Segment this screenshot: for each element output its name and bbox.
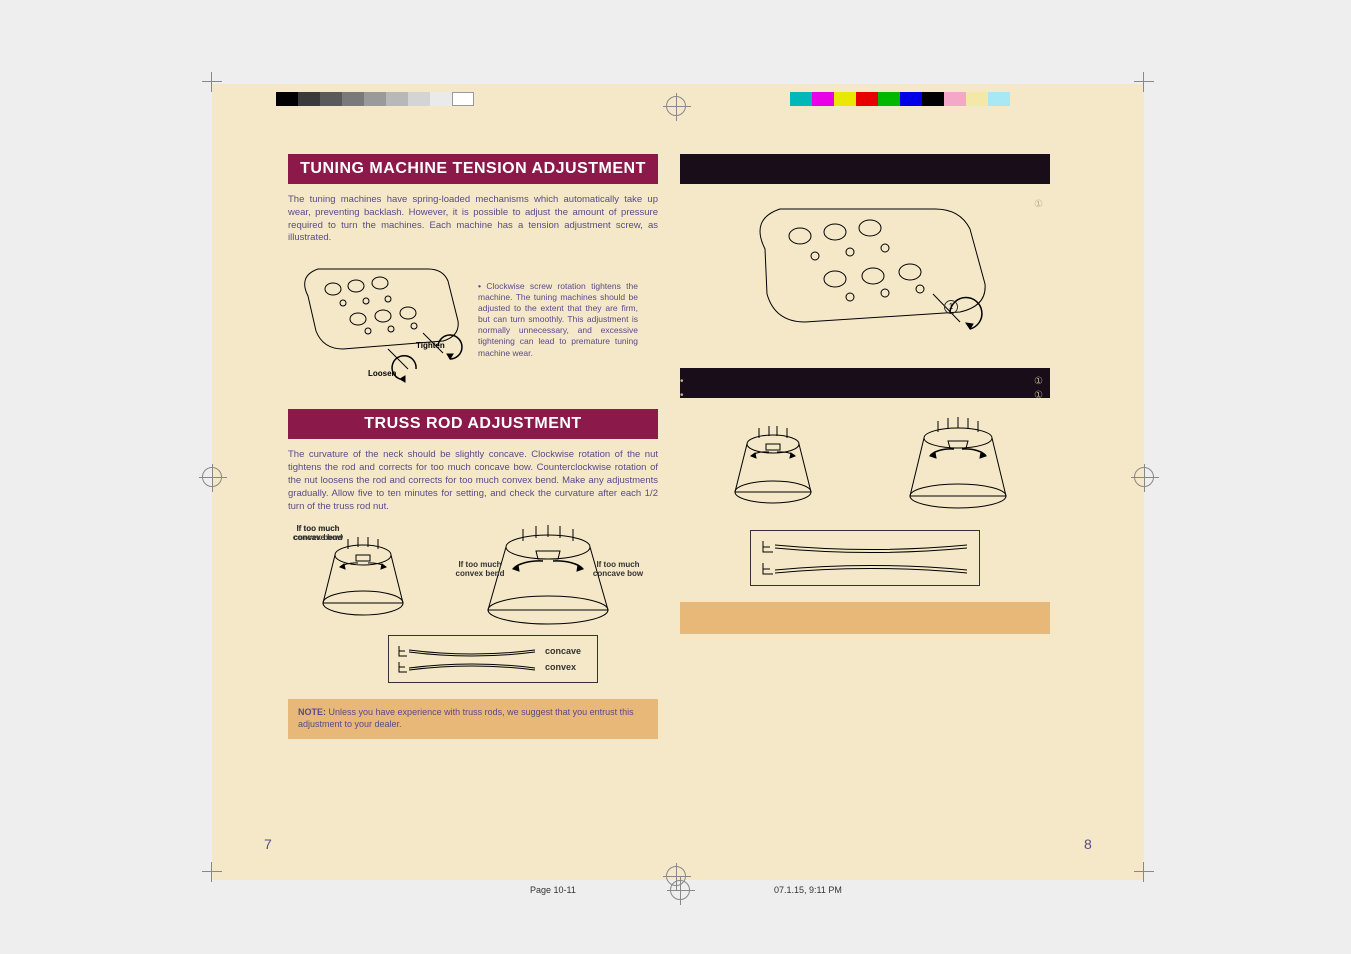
tighten-label: Tighten <box>416 341 445 350</box>
truss-nut-large: If too muchconvex bend If too muchconcav… <box>458 525 638 625</box>
convex-label-2: If too muchconvex bend <box>450 561 510 579</box>
ghost-bullet-2: • <box>680 390 684 401</box>
crop-mark <box>202 862 222 882</box>
concave-label-2: If too muchconcave bow <box>588 561 648 579</box>
tuning-illustration-row: Tighten Loosen • Clockwise screw rotatio… <box>288 261 658 391</box>
reg-left <box>206 0 218 954</box>
footer-date: 07.1.15, 9:11 PM <box>774 885 842 895</box>
truss-illustration-row: If too muchconvex bend If too muchconcav… <box>288 525 658 625</box>
crop-mark <box>1134 72 1154 92</box>
tuning-machine-illustration: Tighten Loosen <box>288 261 468 391</box>
ghost-circled-1: ① <box>1034 199 1043 210</box>
note-box: NOTE: Unless you have experience with tr… <box>288 699 658 738</box>
right-note-box <box>680 602 1050 634</box>
ghost-circled-2: ① <box>1034 376 1043 387</box>
colorbar-gray <box>276 92 474 106</box>
convex-curve-icon <box>397 660 537 674</box>
right-convex-icon <box>761 561 971 577</box>
right-page <box>680 154 1050 634</box>
reg-right <box>1138 0 1150 954</box>
crop-mark <box>202 72 222 92</box>
note-text: Unless you have experience with truss ro… <box>298 707 634 729</box>
reg-cross-top <box>666 96 686 116</box>
neck-curve-box: concave convex <box>388 635 598 683</box>
footer-cross <box>670 880 690 900</box>
tuning-bullet-text: • Clockwise screw rotation tightens the … <box>478 281 638 358</box>
ghost-bullet-1: • <box>680 376 684 387</box>
reg-cross-left <box>202 467 222 487</box>
colorbar-color <box>790 92 1010 106</box>
tuning-bullet-content: Clockwise screw rotation tightens the ma… <box>478 281 638 357</box>
ghost-circled-3: ① <box>1034 390 1043 401</box>
right-truss-illustrations <box>680 416 1050 516</box>
right-truss-small <box>703 416 843 516</box>
right-tuning-illustration <box>725 194 1005 344</box>
right-section-2 <box>680 368 1050 398</box>
right-curve-box <box>750 530 980 586</box>
convex-curve-label: convex <box>545 662 576 672</box>
section-title-tuning: TUNING MACHINE TENSION ADJUSTMENT <box>288 154 658 184</box>
reg-cross-right <box>1134 467 1154 487</box>
footer-pages: Page 10-11 <box>530 885 576 895</box>
concave-curve-label: concave <box>545 646 581 656</box>
loosen-label: Loosen <box>368 369 396 378</box>
crop-mark <box>1134 862 1154 882</box>
truss-body-text: The curvature of the neck should be slig… <box>288 449 658 513</box>
right-section-1 <box>680 154 1050 184</box>
tuning-body-text: The tuning machines have spring-loaded m… <box>288 194 658 245</box>
section-title-truss: TRUSS ROD ADJUSTMENT <box>288 409 658 439</box>
right-concave-icon <box>761 539 971 555</box>
concave-curve-icon <box>397 644 537 658</box>
callout-circle-1: 1 <box>944 300 958 314</box>
right-truss-large <box>888 416 1028 516</box>
page-number-right: 8 <box>1084 836 1092 852</box>
concave-label-1: If too muchconcave bow <box>288 525 348 543</box>
truss-nut-small: If too muchconvex bend If too muchconcav… <box>288 525 438 625</box>
left-page: TUNING MACHINE TENSION ADJUSTMENT The tu… <box>288 154 658 739</box>
page-number-left: 7 <box>264 836 272 852</box>
note-label: NOTE: <box>298 707 326 717</box>
